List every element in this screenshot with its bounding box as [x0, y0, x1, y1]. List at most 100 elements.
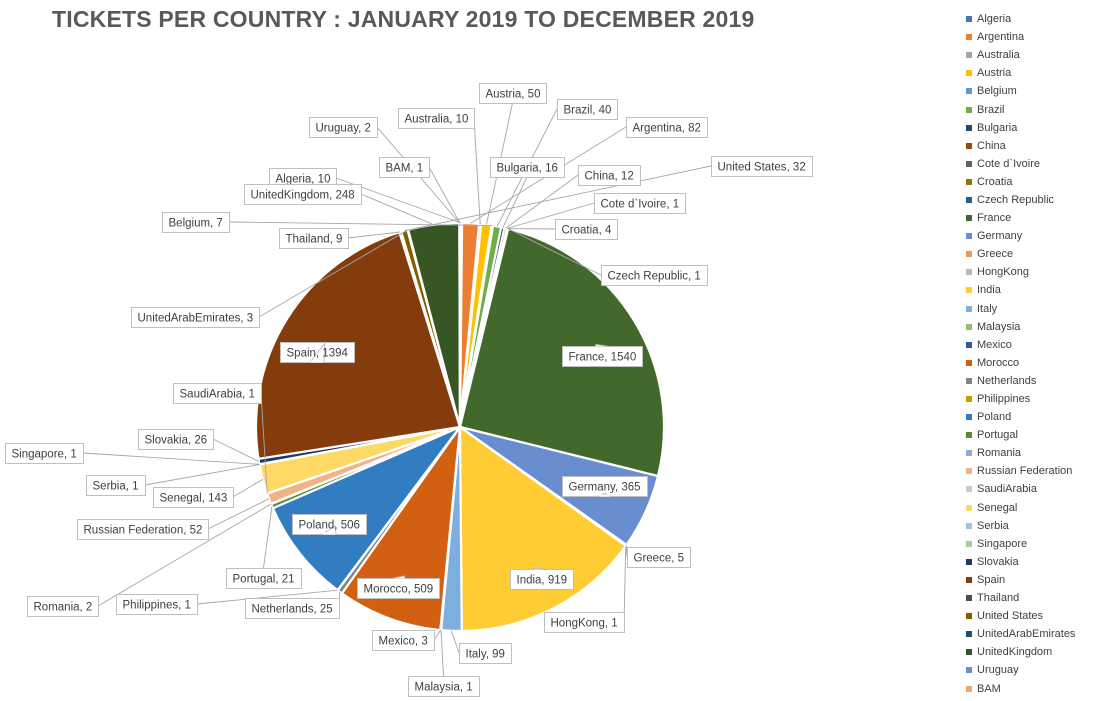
legend-label: China — [977, 139, 1006, 152]
legend-swatch — [966, 305, 972, 312]
pie-chart: Austria, 50 Brazil, 40 Argentina, 82 United… — [5, 83, 813, 697]
legend-label: Philippines — [977, 393, 1031, 406]
legend-item-czech-republic: Czech Republic — [966, 191, 1101, 209]
legend-swatch — [966, 52, 972, 59]
legend-item-bulgaria: Bulgaria — [966, 119, 1101, 137]
legend-label: BAM — [977, 682, 1001, 695]
legend-swatch — [966, 215, 972, 222]
data-label-portugal: Portugal, 21 — [226, 568, 302, 589]
legend-item-poland: Poland — [966, 408, 1101, 426]
label-box — [490, 157, 565, 178]
data-label-malaysia: Malaysia, 1 — [408, 676, 480, 697]
legend-label: Greece — [977, 248, 1014, 261]
legend-item-uruguay: Uruguay — [966, 661, 1101, 679]
legend-swatch — [966, 558, 972, 565]
legend-item-greece: Greece — [966, 245, 1101, 263]
data-label-text: Germany, 365 — [569, 482, 641, 494]
data-label-czech-republic: Czech Republic, 1 — [601, 265, 708, 286]
label-box — [77, 519, 209, 540]
legend-swatch — [966, 667, 972, 674]
data-label-text: Uruguay, 2 — [316, 123, 371, 135]
leader-line-belgium — [228, 221, 493, 227]
leader-line-united-states — [404, 165, 712, 232]
data-label-text: Singapore, 1 — [12, 449, 77, 461]
data-label-text: Poland, 506 — [299, 520, 360, 532]
label-box — [162, 212, 230, 233]
label-pointer — [532, 567, 549, 570]
legend-item-netherlands: Netherlands — [966, 372, 1101, 390]
data-label-italy: Italy, 99 — [459, 643, 512, 664]
data-label-text: Croatia, 4 — [562, 225, 612, 237]
slice-france[interactable] — [458, 227, 666, 478]
legend-swatch — [966, 359, 972, 366]
leader-line-thailand — [347, 231, 401, 239]
data-label-argentina: Argentina, 82 — [626, 117, 708, 138]
legend-label: Belgium — [977, 85, 1017, 98]
leader-line-russian-federation — [207, 498, 270, 530]
data-label-unitedarabemirates: UnitedArabEmirates, 3 — [131, 307, 260, 328]
data-label-text: Bulgaria, 16 — [497, 163, 558, 175]
label-box — [557, 99, 618, 120]
legend-swatch — [966, 287, 972, 294]
data-label-text: Senegal, 143 — [160, 493, 228, 505]
slice-spain[interactable] — [254, 231, 462, 460]
legend-label: Morocco — [977, 356, 1020, 369]
data-label-romania: Romania, 2 — [27, 596, 99, 617]
label-pointer — [309, 341, 326, 363]
legend-swatch — [966, 504, 972, 511]
leader-line-greece — [625, 545, 628, 558]
leader-line-bam — [428, 166, 461, 224]
data-label-text: Belgium, 7 — [169, 218, 223, 230]
legend-swatch — [966, 576, 972, 583]
slice-india[interactable] — [458, 425, 627, 633]
label-box — [131, 307, 260, 328]
legend-label: Poland — [977, 411, 1012, 424]
data-label-text: SaudiArabia, 1 — [180, 389, 255, 401]
legend-label: Argentina — [977, 31, 1025, 44]
legend-item-austria: Austria — [966, 64, 1101, 82]
data-label-thailand: Thailand, 9 — [279, 228, 349, 249]
data-label-philippines: Philippines, 1 — [116, 594, 198, 615]
legend-item-russian-federation: Russian Federation — [966, 462, 1101, 480]
legend-label: India — [977, 284, 1001, 297]
data-label-text: Thailand, 9 — [286, 234, 343, 246]
legend-swatch — [966, 196, 972, 203]
legend-swatch — [966, 178, 972, 185]
legend-item-unitedkingdom: UnitedKingdom — [966, 643, 1101, 661]
label-box — [544, 612, 625, 633]
legend-item-australia: Australia — [966, 46, 1101, 64]
legend-item-cote-d-ivoire: Cote d`Ivoire — [966, 155, 1101, 173]
data-label-text: Romania, 2 — [34, 602, 93, 614]
legend-label: Italy — [977, 302, 998, 315]
label-box — [116, 594, 198, 615]
data-label-serbia: Serbia, 1 — [86, 475, 146, 496]
data-label-singapore: Singapore, 1 — [5, 443, 84, 464]
legend-label: Algeria — [977, 13, 1012, 26]
data-labels: Austria, 50 Brazil, 40 Argentina, 82 United… — [5, 83, 813, 697]
legend-swatch — [966, 70, 972, 77]
legend-item-algeria: Algeria — [966, 10, 1101, 28]
data-label-text: France, 1540 — [569, 352, 637, 364]
legend-item-bam: BAM — [966, 679, 1101, 697]
legend-swatch — [966, 16, 972, 23]
legend-swatch — [966, 396, 972, 403]
slice-poland[interactable] — [271, 425, 462, 592]
legend-label: Slovakia — [977, 555, 1019, 568]
chart-title: TICKETS PER COUNTRY : JANUARY 2019 TO DE… — [52, 6, 755, 32]
legend-label: Portugal — [977, 429, 1018, 442]
data-label-cote-d-ivoire: Cote d`Ivoire, 1 — [594, 193, 686, 214]
label-box — [27, 596, 99, 617]
leader-line-saudiarabia — [260, 392, 268, 494]
legend-label: HongKong — [977, 266, 1029, 279]
data-label-bulgaria: Bulgaria, 16 — [490, 157, 565, 178]
label-box — [244, 184, 362, 205]
data-label-slovakia: Slovakia, 26 — [138, 429, 214, 450]
label-box — [626, 117, 708, 138]
legend-swatch — [966, 341, 972, 348]
legend-label: Cote d`Ivoire — [977, 157, 1040, 170]
data-label-text: Serbia, 1 — [93, 481, 139, 493]
label-box — [309, 117, 378, 138]
label-pointer-mask — [323, 532, 335, 534]
legend-item-belgium: Belgium — [966, 82, 1101, 100]
legend-swatch — [966, 540, 972, 547]
